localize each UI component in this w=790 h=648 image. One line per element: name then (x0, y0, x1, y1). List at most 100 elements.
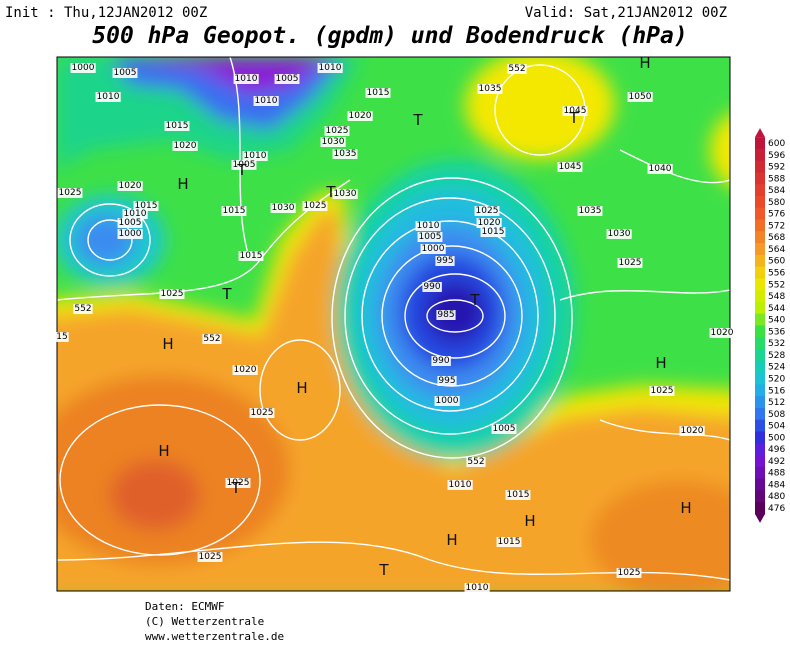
colorbar-cell (755, 148, 765, 162)
isobar-label: 1025 (251, 408, 274, 418)
colorbar-tick-label: 556 (768, 269, 785, 279)
label-background (505, 490, 531, 500)
isobar-label: 1000 (436, 396, 459, 406)
colorbar-cell (755, 278, 765, 291)
colorbar-cell (755, 137, 765, 150)
isobar-label: 1010 (466, 583, 489, 593)
label-background (117, 229, 143, 239)
colorbar-tick-label: 528 (768, 351, 785, 361)
pressure-center: T (221, 285, 232, 303)
colorbar-tick-label: 516 (768, 386, 785, 396)
colorbar-cell (755, 372, 765, 385)
colorbar-cell (755, 478, 765, 491)
label-background (117, 218, 143, 228)
label-background (122, 209, 148, 219)
label-background (415, 221, 441, 231)
colorbar-tick-label: 496 (768, 445, 785, 455)
isobar-label: 1025 (161, 289, 184, 299)
isobar-label: 1015 (482, 227, 505, 237)
colorbar-cell (755, 172, 765, 185)
pressure-center: H (162, 335, 173, 353)
label-background (436, 310, 456, 320)
label-background (616, 568, 642, 578)
colorbar-tick-label: 576 (768, 210, 785, 220)
label-background (231, 160, 257, 170)
isobar-label: 995 (436, 256, 453, 266)
label-background (242, 151, 268, 161)
isobar-label: 1020 (234, 365, 257, 375)
label-background (464, 583, 490, 593)
isobar-label: 995 (438, 376, 455, 386)
colorbar-cell (755, 431, 765, 444)
isobar-label: 1015 (498, 537, 521, 547)
label-background (172, 141, 198, 151)
isobar-label: 1020 (711, 328, 734, 338)
isobar-label: 1010 (255, 96, 278, 106)
credit-line: (C) Wetterzentrale (145, 615, 264, 628)
isobar-label: 1025 (199, 552, 222, 562)
label-background (434, 396, 460, 406)
isobar-label: 552 (74, 304, 91, 314)
isobar-label: 1005 (114, 68, 137, 78)
isobar-label: 985 (437, 310, 454, 320)
pressure-center: H (158, 442, 169, 460)
label-background (365, 88, 391, 98)
label-background (55, 332, 69, 342)
colorbar-cell (755, 219, 765, 232)
isobar-label: 1035 (479, 84, 502, 94)
colorbar-tick-label: 592 (768, 163, 785, 173)
label-background (679, 426, 705, 436)
credit-line: Daten: ECMWF (145, 600, 224, 613)
isobar-label: 1040 (649, 164, 672, 174)
label-background (221, 206, 247, 216)
colorbar-arrow-bottom (755, 513, 765, 523)
colorbar-cell (755, 254, 765, 268)
colorbar-cell (755, 466, 765, 480)
colorbar-tick-label: 548 (768, 292, 785, 302)
colorbar: 6005965925885845805765725685645605565525… (755, 128, 785, 523)
isobar-label: 1005 (419, 232, 442, 242)
colorbar-tick-label: 484 (768, 480, 785, 490)
label-background (347, 111, 373, 121)
label-background (233, 74, 259, 84)
isobar-label: 1015 (166, 121, 189, 131)
label-background (225, 478, 251, 488)
isobar-label: 1000 (422, 244, 445, 254)
colorbar-cell (755, 290, 765, 303)
isobar-label: 1015 (223, 206, 246, 216)
isobar-label: 1030 (322, 137, 345, 147)
pressure-center: T (568, 109, 579, 127)
label-background (274, 74, 300, 84)
colorbar-tick-label: 532 (768, 339, 785, 349)
isobar-label: 1030 (272, 203, 295, 213)
map-title: 500 hPa Geopot. (gpdm) und Bodendruck (h… (92, 23, 687, 49)
isobar-label: 1020 (174, 141, 197, 151)
isobar-label: 552 (203, 334, 220, 344)
label-background (431, 356, 451, 366)
pressure-center: H (524, 512, 535, 530)
colorbar-tick-label: 524 (768, 363, 785, 373)
colorbar-tick-label: 552 (768, 280, 785, 290)
label-background (649, 386, 675, 396)
label-background (112, 68, 138, 78)
colorbar-cell (755, 502, 765, 515)
label-background (133, 201, 159, 211)
label-background (270, 203, 296, 213)
isobar-label: 1015 (367, 88, 390, 98)
isobar-label: 1005 (493, 424, 516, 434)
colorbar-cell (755, 455, 765, 468)
label-background (480, 227, 506, 237)
label-background (476, 218, 502, 228)
colorbar-cell (755, 325, 765, 338)
label-background (164, 121, 190, 131)
label-background (332, 149, 358, 159)
label-background (420, 244, 446, 254)
isobar-label: 1050 (629, 92, 652, 102)
map (57, 57, 730, 591)
isobar-label: 1020 (681, 426, 704, 436)
colorbar-tick-label: 572 (768, 221, 785, 231)
label-background (249, 408, 275, 418)
isobar-label: 1030 (334, 189, 357, 199)
label-background (507, 64, 527, 74)
